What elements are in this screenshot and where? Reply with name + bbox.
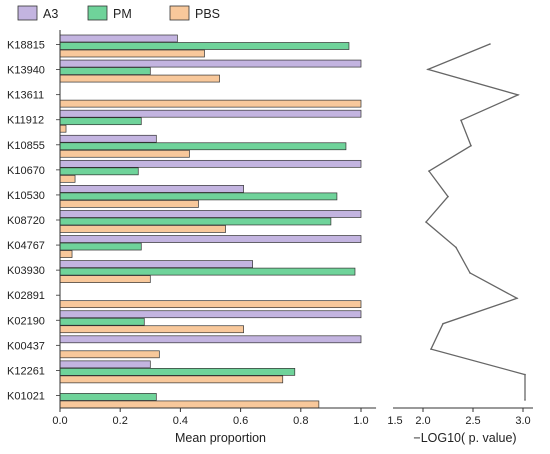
bar-k12261-a3: [59, 360, 151, 369]
bar-k03930-pm: [59, 267, 356, 276]
bar-k04767-pbs: [59, 250, 73, 258]
bar-k10855-pbs: [59, 149, 190, 158]
p-value-point-k08720: [425, 221, 427, 223]
bar-k13940-pm: [59, 67, 151, 75]
category-label: K13940: [7, 65, 45, 77]
line-x-tick-label: 2.5: [465, 415, 480, 427]
bar-k10530-pbs: [59, 200, 199, 208]
p-value-point-k03930: [469, 272, 471, 274]
bar-k10670-pm: [59, 167, 139, 176]
bar-k00437-pbs: [59, 350, 160, 359]
bar-k18815-pm: [59, 42, 350, 50]
bar-k13611-pbs: [59, 99, 362, 108]
p-value-point-k18815: [489, 43, 491, 45]
legend-swatch-pm: [87, 5, 108, 21]
category-label: K12261: [7, 365, 45, 377]
bar-k02891-pbs: [59, 300, 362, 309]
category-label: K00437: [7, 340, 45, 352]
p-value-point-k02891: [516, 297, 518, 300]
p-value-point-k13940: [427, 68, 429, 71]
p-value-point-k01021: [524, 399, 526, 401]
p-value-point-k10530: [447, 195, 449, 198]
bar-k13940-pbs: [59, 74, 220, 83]
bar-k18815-pbs: [59, 49, 205, 58]
bar-k04767-pm: [59, 242, 142, 251]
line-panel: [425, 43, 526, 401]
x-tick-label: 1.0: [353, 415, 368, 427]
bar-k03930-a3: [59, 260, 253, 268]
x-tick-label: 0.8: [293, 415, 308, 427]
bar-k11912-a3: [59, 109, 362, 118]
p-value-point-k02190: [442, 322, 444, 325]
x-tick-label: 0.6: [233, 415, 248, 427]
legend-label-pbs: PBS: [195, 7, 220, 21]
p-value-point-k10855: [470, 144, 472, 147]
p-value-point-k00437: [430, 348, 432, 350]
legend: A3 PM PBS: [17, 5, 220, 21]
bar-k11912-pbs: [59, 124, 67, 133]
bar-k13940-a3: [59, 59, 362, 68]
line-x-tick-label: 3.0: [515, 415, 530, 427]
category-label: K02891: [7, 290, 45, 302]
bar-k10530-a3: [59, 185, 244, 193]
category-label: K08720: [7, 215, 45, 227]
x-tick-label: 0.0: [52, 415, 67, 427]
bar-k00437-a3: [59, 335, 362, 344]
bar-k08720-pm: [59, 217, 332, 226]
bar-k02190-a3: [59, 310, 362, 319]
legend-label-pm: PM: [113, 7, 132, 21]
p-value-point-k10670: [428, 170, 430, 172]
bar-k10670-pbs: [59, 174, 76, 183]
category-label: K03930: [7, 265, 45, 277]
x-tick-label: 0.4: [173, 415, 188, 427]
category-label: K18815: [7, 40, 45, 52]
bar-k01021-pbs: [59, 400, 320, 409]
bar-k02190-pbs: [59, 325, 244, 334]
bar-k03930-pbs: [59, 275, 151, 283]
p-value-line: [425, 43, 526, 400]
p-value-point-k11912: [460, 119, 462, 122]
bar-k10855-a3: [59, 134, 157, 143]
p-value-point-k04767: [455, 246, 457, 249]
line-x-tick-label: 2.0: [415, 415, 430, 427]
legend-label-a3: A3: [43, 7, 58, 21]
category-label: K04767: [7, 240, 45, 252]
category-label: K10530: [7, 190, 45, 202]
bar-panel: K18815 K13940 K13611 K11912 K10855 K10670 K105…: [7, 30, 362, 409]
category-label: K01021: [7, 390, 45, 402]
category-label: K10855: [7, 140, 45, 152]
category-label: K10670: [7, 165, 45, 177]
bar-k08720-pbs: [59, 225, 226, 233]
bar-k10530-pm: [59, 192, 338, 201]
bar-k08720-a3: [59, 210, 362, 218]
bar-k11912-pm: [59, 117, 142, 126]
bar-x-axis-label: Mean proportion: [175, 431, 266, 445]
bar-k10855-pm: [59, 142, 347, 151]
line-x-axis: 1.5 2.0 2.5 3.0: [387, 407, 533, 427]
p-value-point-k12261: [524, 373, 526, 376]
x-tick-label: 0.2: [113, 415, 128, 427]
bar-k04767-a3: [59, 235, 362, 243]
category-label: K13611: [7, 90, 44, 102]
bar-k01021-pm: [59, 393, 157, 401]
bar-k18815-a3: [59, 34, 178, 43]
category-label: K11912: [7, 115, 44, 127]
line-x-tick-label: 1.5: [387, 415, 402, 427]
bar-k12261-pm: [59, 368, 296, 376]
legend-swatch-a3: [17, 5, 38, 21]
bar-k02190-pm: [59, 317, 145, 326]
bar-k10670-a3: [59, 159, 362, 168]
p-value-point-k13611: [517, 94, 519, 96]
line-x-axis-label: −LOG10( p. value): [413, 431, 516, 445]
bar-x-axis: 0.0 0.2 0.4 0.6 0.8 1.0: [52, 407, 377, 427]
bar-k12261-pbs: [59, 375, 284, 384]
legend-swatch-pbs: [169, 5, 190, 21]
category-label: K02190: [7, 315, 45, 327]
